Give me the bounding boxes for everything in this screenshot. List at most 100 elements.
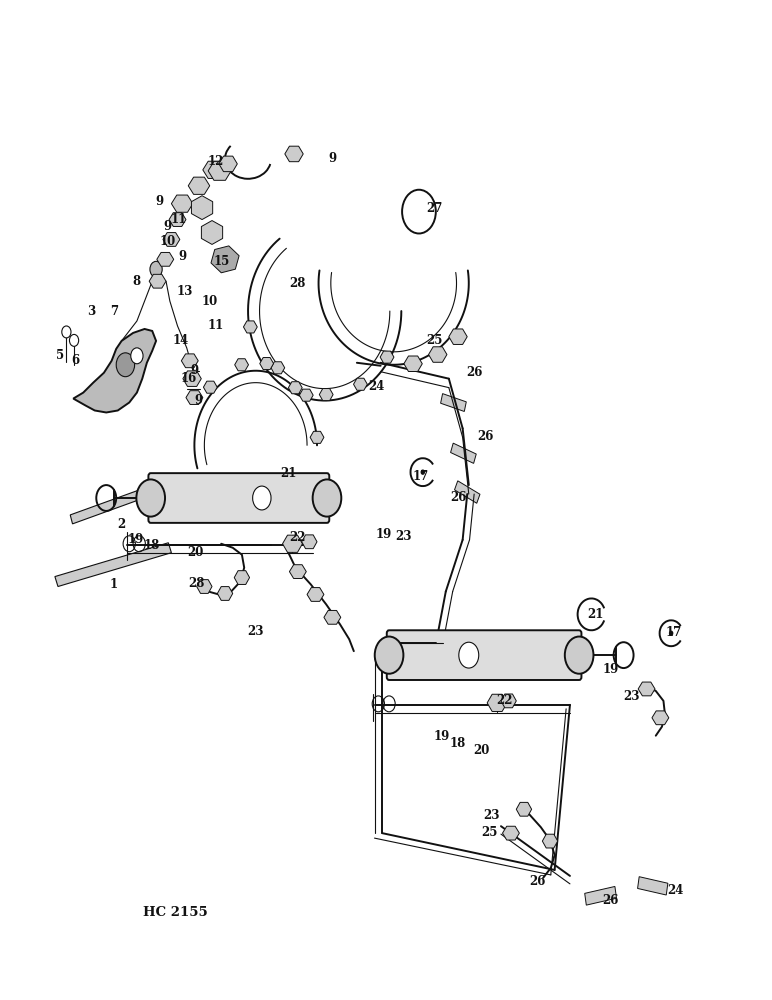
Text: 16: 16 [181,372,197,385]
Text: 18: 18 [449,737,466,750]
Polygon shape [503,826,520,840]
Polygon shape [271,362,285,374]
Text: 23: 23 [623,690,639,703]
Circle shape [565,637,594,674]
Text: 25: 25 [481,826,498,839]
Text: 26: 26 [466,366,482,379]
Polygon shape [289,382,302,394]
Text: HC 2155: HC 2155 [143,906,208,919]
Polygon shape [310,431,324,443]
Text: 20: 20 [188,546,204,559]
Circle shape [130,348,143,364]
Text: 24: 24 [367,380,384,393]
Text: 19: 19 [602,663,618,676]
Text: 9: 9 [191,364,198,377]
Polygon shape [354,378,367,390]
Polygon shape [283,535,303,552]
Text: 19: 19 [128,533,144,546]
Text: 26: 26 [477,430,494,443]
Text: 7: 7 [110,305,118,318]
Polygon shape [204,381,217,393]
Polygon shape [380,351,394,363]
Polygon shape [183,371,201,386]
Circle shape [313,479,341,517]
Polygon shape [543,834,557,848]
Text: 13: 13 [176,285,192,298]
Polygon shape [171,195,193,212]
Text: 26: 26 [451,491,467,504]
Text: 21: 21 [587,608,604,621]
Circle shape [69,334,79,346]
Text: 24: 24 [668,884,684,897]
Text: 26: 26 [602,894,618,907]
Polygon shape [208,161,231,180]
Polygon shape [638,682,655,696]
Circle shape [669,631,672,635]
Text: 3: 3 [86,305,95,318]
Polygon shape [55,543,171,587]
Text: 25: 25 [426,334,442,347]
Text: 22: 22 [290,531,306,544]
Bar [441,394,466,411]
Polygon shape [428,347,447,362]
Circle shape [137,479,165,517]
Text: 28: 28 [188,577,205,590]
Text: 1: 1 [110,578,118,591]
Polygon shape [320,389,333,401]
Circle shape [62,326,71,338]
Text: 11: 11 [208,319,224,332]
Text: 12: 12 [208,155,224,168]
Text: 9: 9 [328,152,337,165]
Text: 9: 9 [156,195,164,208]
Polygon shape [487,694,507,711]
Polygon shape [259,358,273,370]
Circle shape [374,637,404,674]
Circle shape [117,353,134,377]
Polygon shape [70,486,152,524]
Text: 6: 6 [72,354,80,367]
Text: 8: 8 [133,275,141,288]
Polygon shape [324,610,340,624]
Polygon shape [211,246,239,273]
Text: 10: 10 [160,235,176,248]
Polygon shape [516,802,532,816]
Polygon shape [285,146,303,162]
Text: 17: 17 [412,470,428,483]
Polygon shape [181,354,198,368]
Bar [451,443,476,463]
Polygon shape [404,356,422,372]
Text: 21: 21 [280,467,297,480]
Polygon shape [73,329,156,412]
Text: 15: 15 [213,255,229,268]
Polygon shape [243,321,257,333]
Circle shape [422,470,425,474]
Polygon shape [501,694,516,708]
Circle shape [459,642,479,668]
Bar [638,877,668,895]
Polygon shape [197,580,212,593]
Text: 28: 28 [290,277,306,290]
Text: 26: 26 [530,875,546,888]
Polygon shape [218,587,232,600]
Text: 23: 23 [483,809,500,822]
Polygon shape [149,274,166,288]
Text: 2: 2 [117,518,126,531]
Polygon shape [203,161,225,178]
Text: 9: 9 [164,220,171,233]
FancyBboxPatch shape [148,473,330,523]
Text: 17: 17 [665,626,682,639]
Text: 14: 14 [172,334,188,347]
Text: 19: 19 [375,528,392,541]
Polygon shape [449,329,467,344]
Text: 9: 9 [179,250,187,263]
Text: 22: 22 [496,694,513,707]
Bar [584,886,617,905]
Circle shape [252,486,271,510]
Polygon shape [191,196,212,220]
Polygon shape [201,221,222,244]
Text: 5: 5 [56,349,64,362]
Polygon shape [235,359,249,371]
FancyBboxPatch shape [387,630,581,680]
Polygon shape [300,389,313,401]
Text: 18: 18 [144,539,160,552]
